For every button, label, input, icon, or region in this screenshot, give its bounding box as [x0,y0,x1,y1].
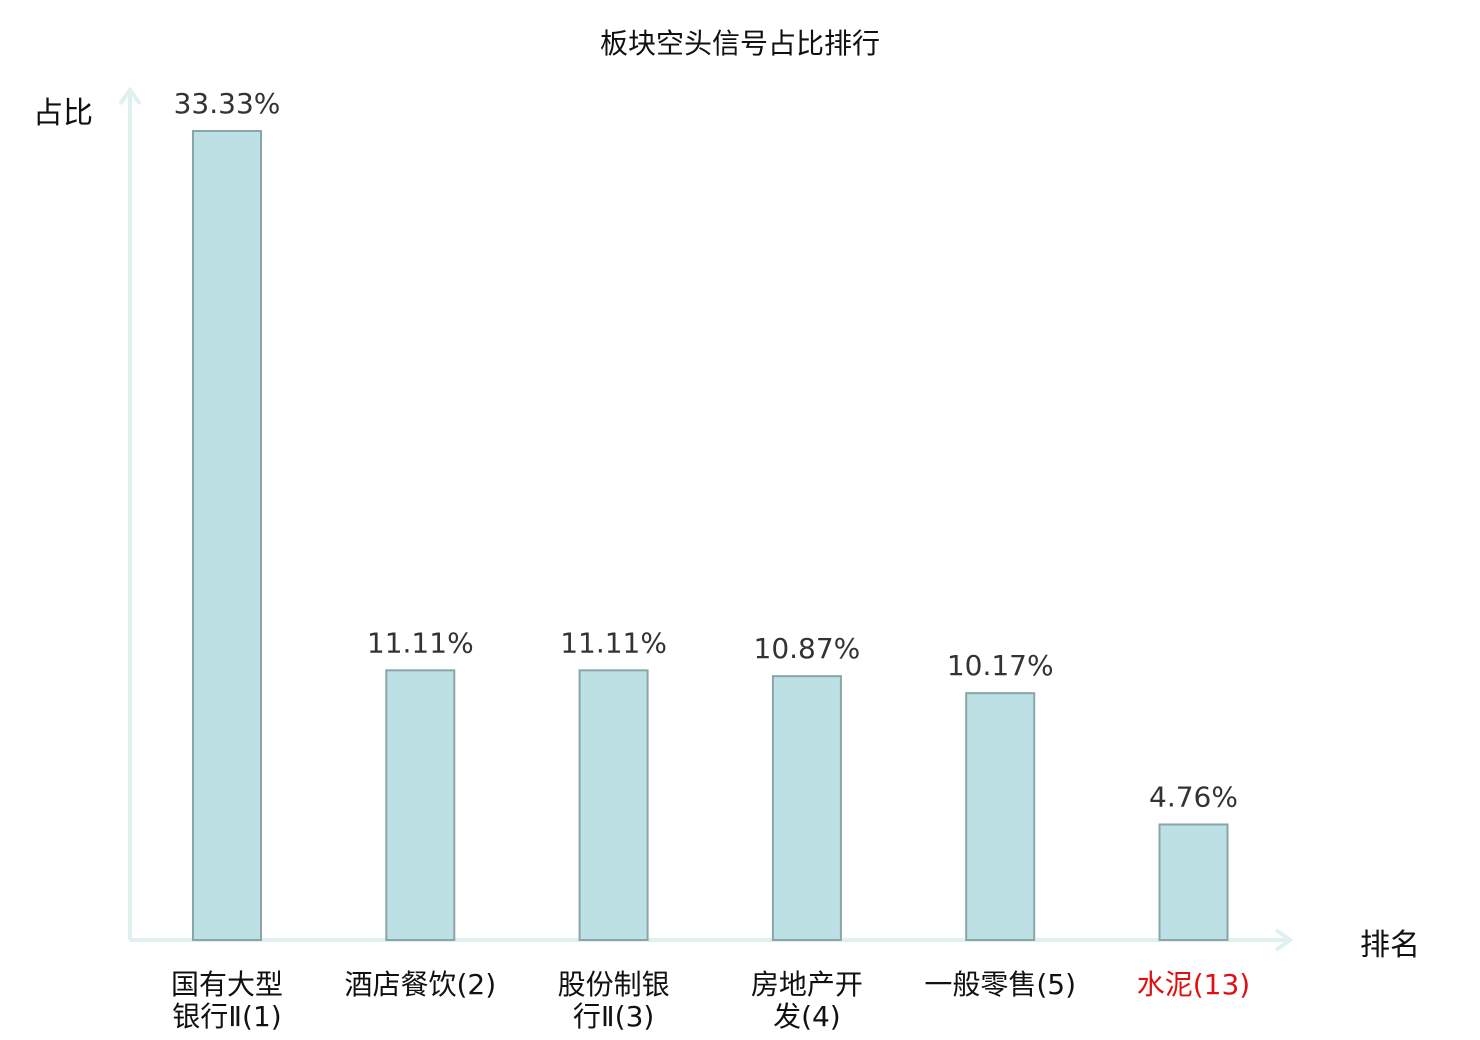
bar [1158,823,1229,942]
bar [578,669,649,941]
x-tick-label: 国有大型 [171,968,283,1001]
x-tick-label: 发(4) [773,1000,841,1033]
value-label: 33.33% [174,87,281,120]
bar [771,675,842,941]
value-label: 11.11% [367,626,474,659]
bar [385,669,456,941]
value-label: 10.87% [754,632,861,665]
x-tick-label: 行Ⅱ(3) [573,1000,654,1033]
value-label: 10.17% [947,649,1054,682]
x-tick-label: 水泥(13) [1137,968,1250,1001]
x-tick-label: 银行Ⅱ(1) [172,1000,281,1033]
x-tick-label: 房地产开 [751,968,863,1001]
x-tick-label: 股份制银 [558,968,670,1001]
value-label: 11.11% [560,626,667,659]
x-tick-label: 一般零售(5) [924,968,1076,1001]
bar [192,130,262,941]
value-label: 4.76% [1149,780,1238,813]
y-axis-arrow [118,86,142,106]
x-tick-label: 酒店餐饮(2) [344,968,496,1001]
x-axis-arrow [1274,928,1294,952]
y-axis-label: 占比 [33,96,93,131]
chart-title: 板块空头信号占比排行 [599,27,880,60]
bar [965,692,1036,941]
x-axis-label: 排名 [1360,928,1420,963]
